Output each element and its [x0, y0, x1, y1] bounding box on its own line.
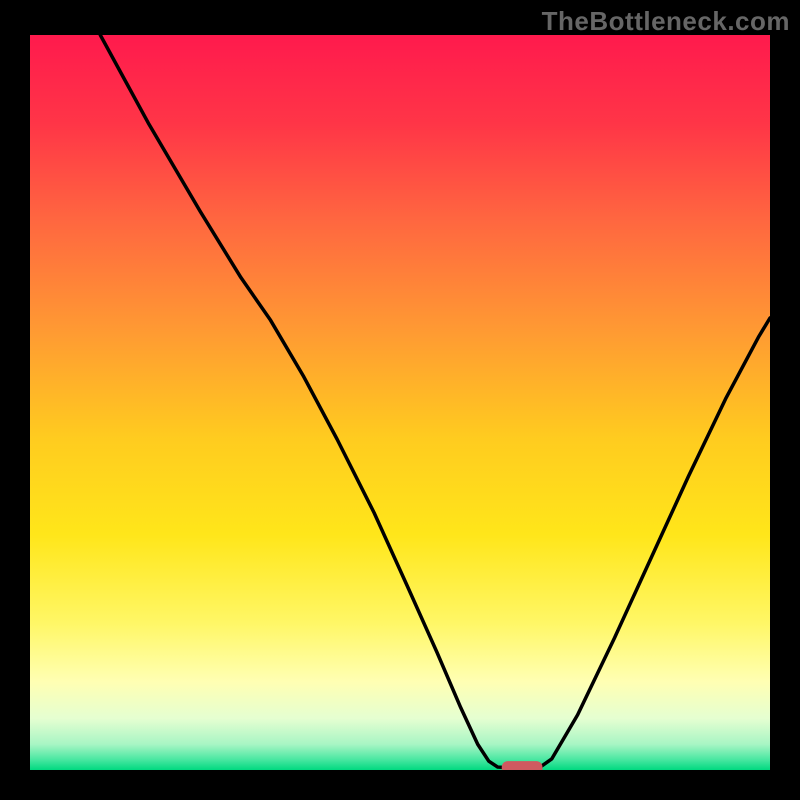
optimal-marker — [502, 761, 543, 770]
chart-svg — [30, 35, 770, 770]
chart-frame: TheBottleneck.com — [0, 0, 800, 800]
plot-area — [30, 35, 770, 770]
gradient-background — [30, 35, 770, 770]
watermark-text: TheBottleneck.com — [542, 6, 790, 37]
